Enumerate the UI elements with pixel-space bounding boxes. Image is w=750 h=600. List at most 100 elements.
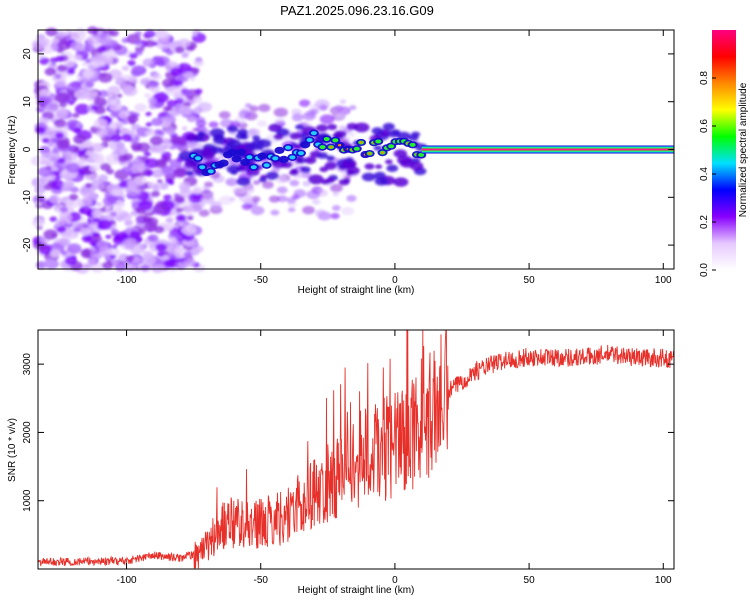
spectrogram-cell <box>50 138 58 144</box>
spectrogram-cell <box>338 178 350 186</box>
spectrogram-y-tick-label: -20 <box>22 237 33 252</box>
spectrogram-cell <box>56 226 67 233</box>
spectrogram-cell <box>185 133 198 142</box>
spectrogram-cell <box>345 157 354 163</box>
ridge-cell <box>285 145 292 150</box>
snr-y-tick-label: 1000 <box>22 489 33 512</box>
spectrogram-cell <box>45 27 58 37</box>
spectrogram-cell <box>181 126 188 131</box>
spectrogram-cell <box>147 234 159 243</box>
ridge-cell <box>227 148 238 157</box>
spectrogram-cell <box>151 88 160 94</box>
spectrogram-cell <box>332 205 341 211</box>
spectrogram-cell <box>289 179 300 187</box>
spectrogram-cell <box>89 173 98 180</box>
spectrogram-cell <box>134 41 141 46</box>
spectrogram-cell <box>145 130 154 137</box>
spectrogram-cell <box>82 69 95 78</box>
spectrogram-cell <box>98 89 109 98</box>
spectrogram-cell <box>36 105 46 113</box>
spectrogram-cell <box>85 81 95 88</box>
snr-frame <box>37 329 675 570</box>
spectrogram-cell <box>92 217 100 224</box>
spectrogram-cell <box>109 100 118 106</box>
spectrogram-cell <box>49 216 58 222</box>
spectrogram-cell <box>137 142 151 153</box>
spectrogram-cell <box>41 137 50 144</box>
spectrogram-cell <box>364 163 375 170</box>
ridge-cell <box>310 131 317 136</box>
spectrogram-cell <box>187 215 194 221</box>
spectrogram-cell <box>93 265 100 271</box>
spectrogram-x-label: Height of straight line (km) <box>298 285 415 296</box>
colorbar: 0.0 0.2 0.4 0.6 0.8 Normalized spectral ampl… <box>699 30 749 277</box>
spectrogram-cell <box>153 203 168 215</box>
spectrogram-cell <box>175 207 184 213</box>
spectrogram-cell <box>74 103 91 115</box>
spectrogram-cell <box>48 174 56 180</box>
spectrogram-cell <box>144 39 155 48</box>
spectrogram-cell <box>312 199 321 205</box>
spectrogram-cell <box>258 103 271 113</box>
spectrogram-cell <box>55 132 65 139</box>
spectrogram-cell <box>48 194 61 204</box>
spectrogram-cell <box>382 122 395 131</box>
spectrogram-cell <box>409 161 424 171</box>
spectrogram-cell <box>52 147 61 154</box>
spectrogram-cell <box>300 166 311 173</box>
spectrogram-cell <box>41 113 49 118</box>
spectrogram-cell <box>39 145 51 154</box>
spectrogram-cell <box>204 181 214 188</box>
spectrogram-cell <box>127 76 138 84</box>
spectrogram-cell <box>153 91 169 103</box>
spectrogram-cell <box>290 168 298 173</box>
spectrogram-cell <box>253 180 261 185</box>
spectrogram-cell <box>118 110 130 120</box>
spectrogram-cell <box>411 131 421 138</box>
spectrogram-cell <box>258 177 267 183</box>
spectrogram-cell <box>140 78 150 85</box>
spectrogram-cell <box>39 88 52 98</box>
spectrogram-y-tick-label: -10 <box>22 190 33 205</box>
spectrogram-cell <box>162 78 175 88</box>
spectrogram-cell <box>121 133 133 142</box>
spectrogram-cell <box>346 122 359 131</box>
spectrogram-cell <box>130 68 142 77</box>
spectrogram-cell <box>353 122 370 133</box>
spectrogram-cell <box>150 183 162 191</box>
spectrogram-cell <box>218 195 233 205</box>
spectrogram-cell <box>330 212 340 220</box>
spectrogram-cell <box>183 71 194 79</box>
spectrogram-y-ticks: -20 -10 0 10 20 <box>22 48 674 252</box>
spectrogram-cell <box>93 97 107 107</box>
spectrogram-cell <box>83 191 97 202</box>
spectrogram-cell <box>53 118 67 128</box>
spectrogram-cell <box>126 114 139 123</box>
spectrogram-cell <box>145 217 153 223</box>
snr-x-tick-label: 0 <box>392 575 398 586</box>
spectrogram-x-tick-label: 100 <box>655 275 672 286</box>
spectrogram-cell <box>87 90 98 98</box>
spectrogram-cell <box>59 238 71 247</box>
spectrogram-cell <box>157 32 170 42</box>
spectrogram-cell <box>165 49 174 56</box>
spectrogram-cell <box>319 114 335 125</box>
spectrogram-cell <box>143 222 158 232</box>
spectrogram-cell <box>144 93 151 98</box>
spectrogram-cell <box>99 38 111 46</box>
spectrogram-cell <box>143 151 152 157</box>
spectrogram-cell <box>164 114 176 123</box>
spectrogram-cell <box>31 177 47 188</box>
spectrogram-cell <box>35 126 46 135</box>
ridge-cell <box>297 151 304 156</box>
spectrogram-cell <box>241 203 253 211</box>
colorbar-tick-label: 0.6 <box>699 119 710 133</box>
spectrogram-cell <box>174 195 185 203</box>
spectrogram-cell <box>240 134 249 140</box>
spectrogram-cell <box>387 130 400 138</box>
spectrogram-cell <box>87 258 97 265</box>
spectrogram-cell <box>93 53 107 63</box>
spectrogram-cell <box>166 226 174 231</box>
spectrogram-cell <box>192 96 203 104</box>
